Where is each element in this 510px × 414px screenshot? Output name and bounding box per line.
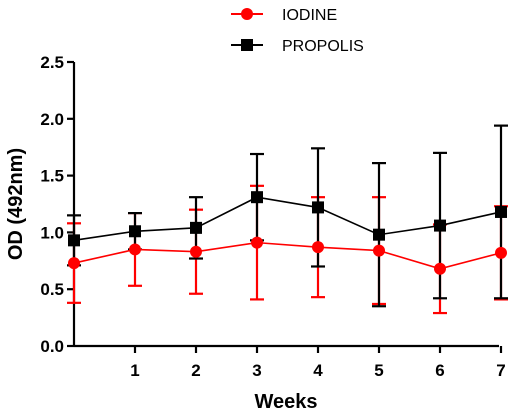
error-bars-propolis bbox=[67, 124, 508, 308]
x-tick-label: 7 bbox=[496, 361, 505, 380]
data-point bbox=[312, 241, 324, 254]
data-point bbox=[373, 244, 385, 257]
legend-label: IODINE bbox=[282, 7, 337, 24]
legend-marker bbox=[241, 39, 253, 51]
data-point bbox=[190, 245, 202, 258]
data-point bbox=[68, 234, 80, 247]
legend-item-iodine: IODINE bbox=[231, 7, 337, 24]
data-point bbox=[495, 246, 507, 259]
markers-iodine bbox=[68, 236, 507, 275]
y-tick-label: 1.0 bbox=[40, 223, 64, 242]
legend: IODINE PROPOLIS bbox=[231, 7, 364, 55]
legend-item-propolis: PROPOLIS bbox=[231, 38, 364, 55]
y-axis-title: OD (492nm) bbox=[5, 148, 27, 260]
y-tick-label: 2.5 bbox=[40, 53, 64, 72]
y-tick-label: 1.5 bbox=[40, 167, 64, 186]
x-tick-label: 6 bbox=[435, 361, 444, 380]
legend-label: PROPOLIS bbox=[282, 38, 364, 55]
series-line-iodine bbox=[73, 241, 502, 270]
y-tick-label: 0.0 bbox=[40, 337, 64, 356]
x-tick-label: 1 bbox=[130, 361, 139, 380]
x-tick-label: 2 bbox=[191, 361, 200, 380]
legend-marker bbox=[241, 8, 253, 20]
axes: 0.0 0.5 1.0 1.5 2.0 2.5 1 2 3 4 5 6 7 OD (492nm) We… bbox=[5, 53, 506, 413]
data-point bbox=[495, 205, 507, 218]
x-axis-title: Weeks bbox=[254, 391, 317, 413]
data-point bbox=[190, 221, 202, 234]
data-point bbox=[129, 243, 141, 256]
data-point bbox=[373, 228, 385, 241]
data-point bbox=[251, 191, 263, 204]
y-tick-label: 2.0 bbox=[40, 110, 64, 129]
x-ticks: 1 2 3 4 5 6 7 bbox=[130, 346, 506, 380]
series-line-propolis bbox=[73, 196, 502, 242]
plot-area bbox=[67, 124, 508, 315]
x-tick-label: 5 bbox=[374, 361, 383, 380]
y-tick-label: 0.5 bbox=[40, 280, 64, 299]
data-point bbox=[434, 262, 446, 275]
y-ticks: 0.0 0.5 1.0 1.5 2.0 2.5 bbox=[40, 53, 74, 356]
data-point bbox=[434, 219, 446, 232]
x-tick-label: 4 bbox=[313, 361, 323, 380]
data-point bbox=[129, 225, 141, 238]
data-point bbox=[312, 201, 324, 214]
markers-propolis bbox=[68, 191, 507, 247]
data-point bbox=[251, 236, 263, 249]
x-tick-label: 3 bbox=[252, 361, 261, 380]
data-point bbox=[68, 257, 80, 270]
